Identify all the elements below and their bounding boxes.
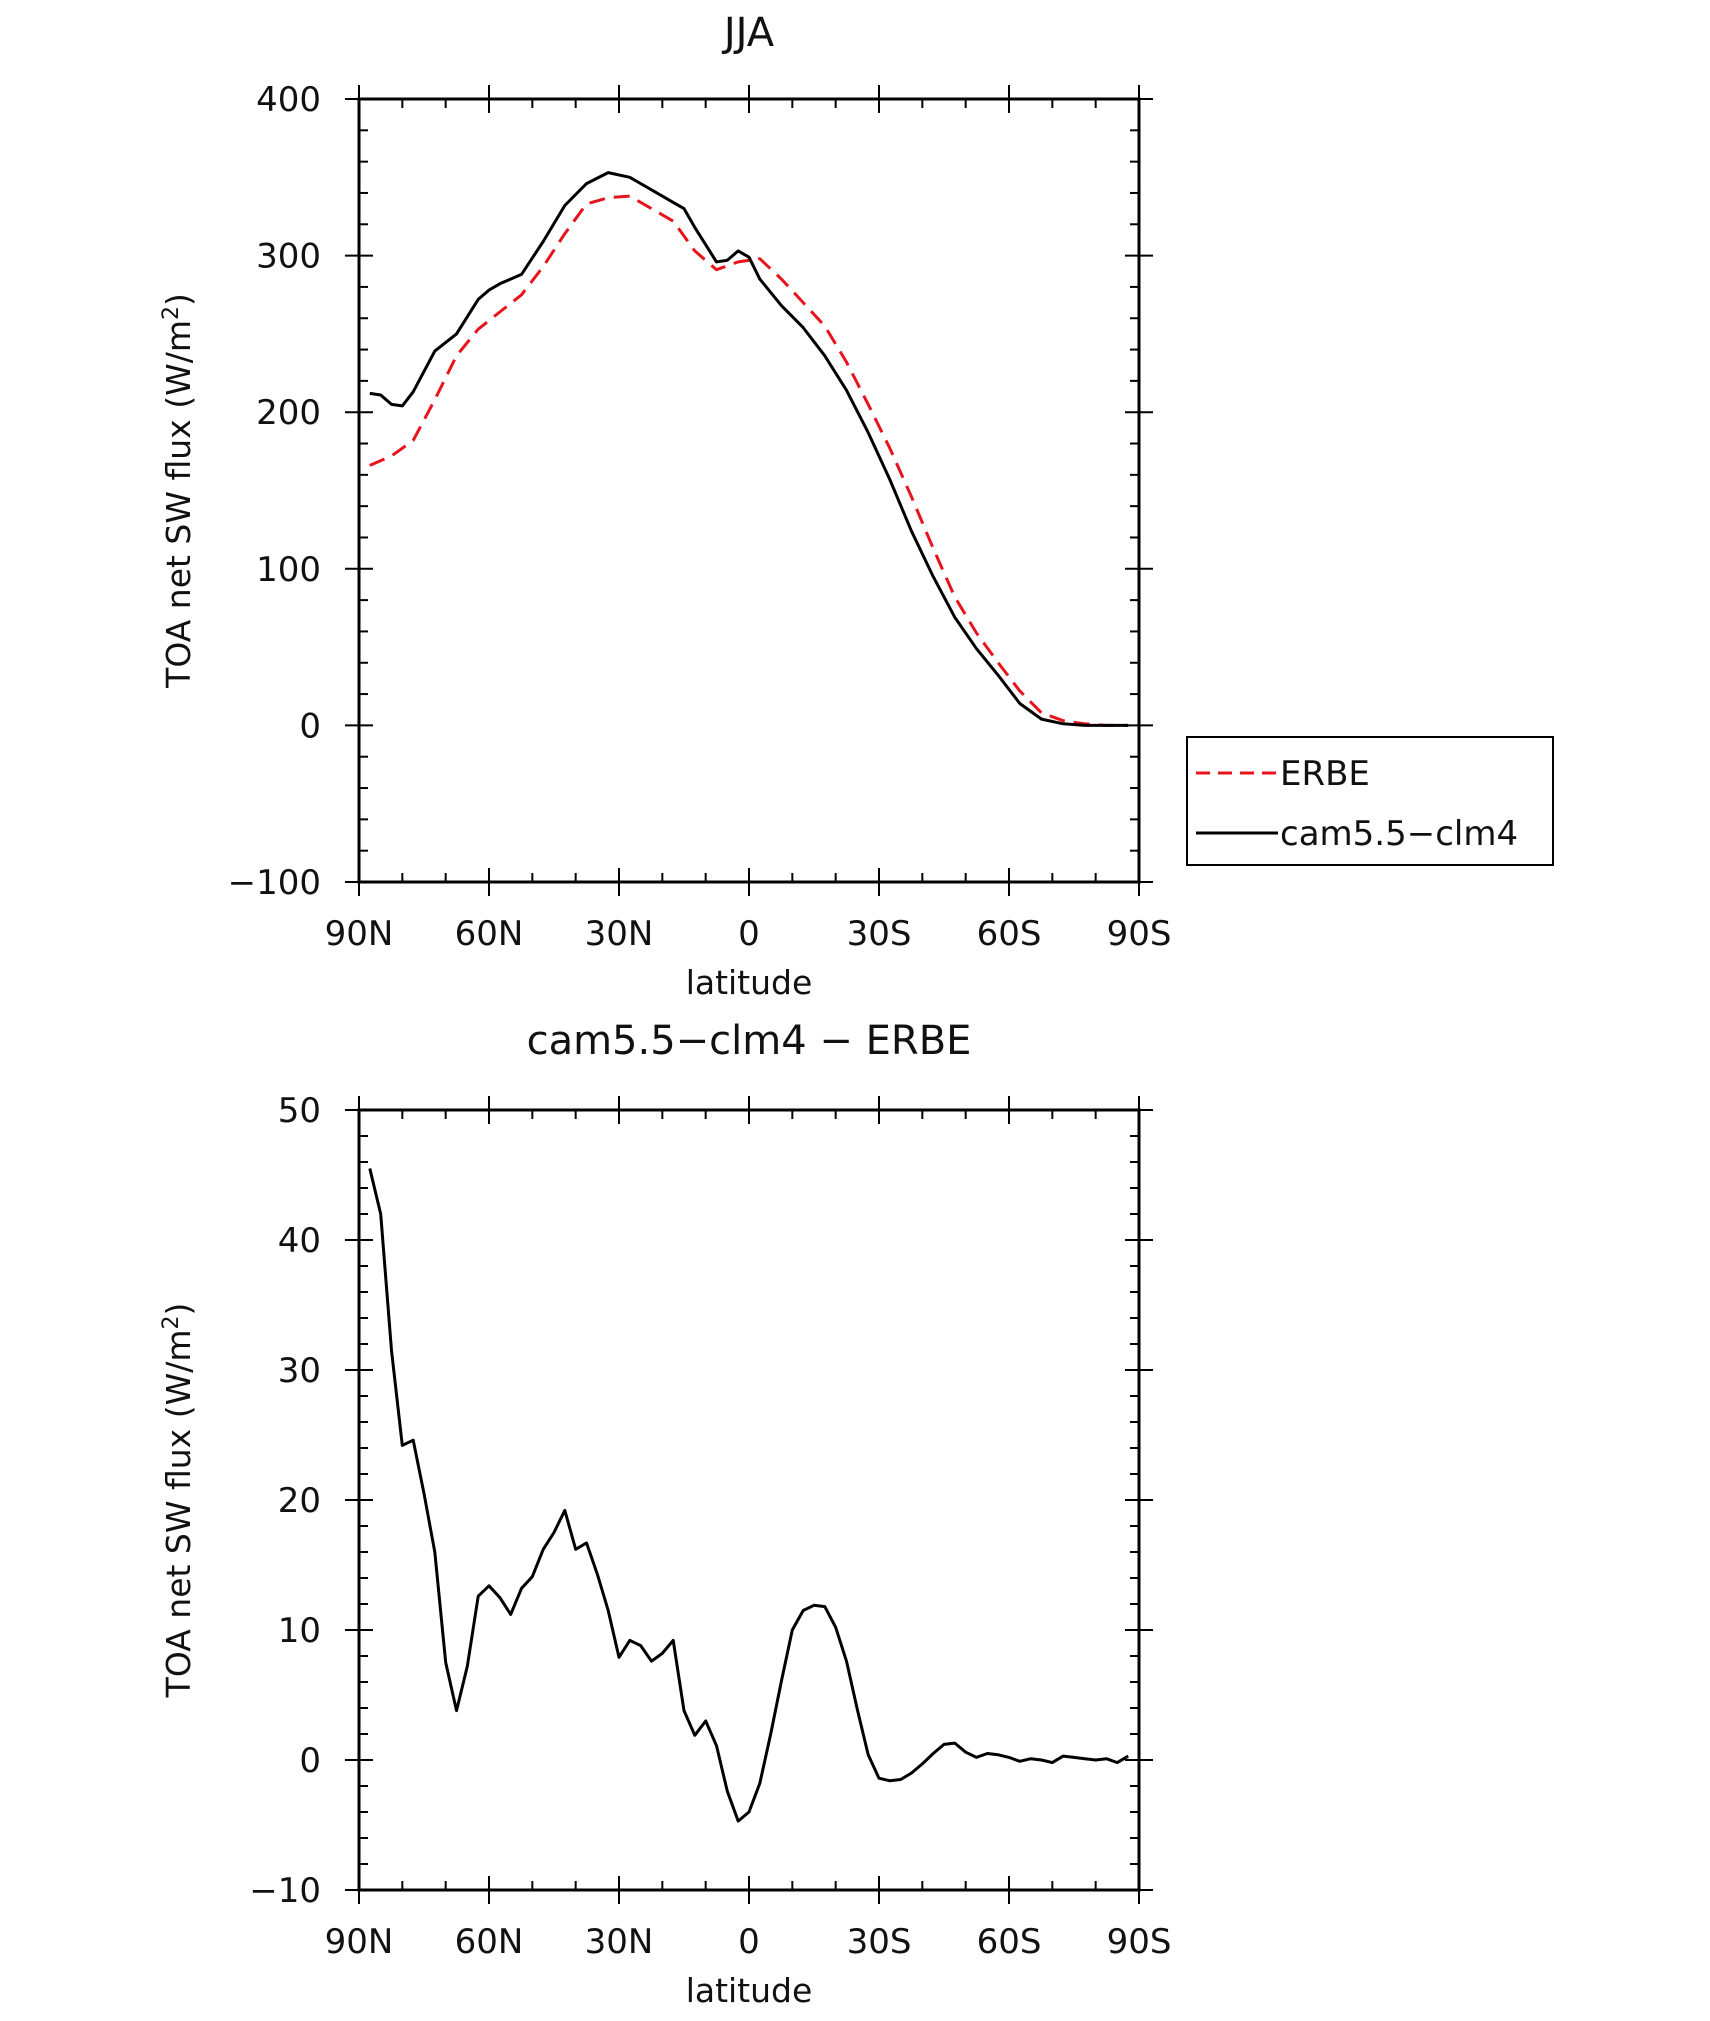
x-tick-label: 90N bbox=[325, 1922, 394, 1962]
y-tick-label: −100 bbox=[228, 863, 321, 903]
y-tick-label: 50 bbox=[278, 1091, 321, 1131]
bottom-y-tick-labels: 50 40 30 20 10 0 −10 bbox=[249, 1091, 321, 1911]
x-tick-label: 30S bbox=[847, 914, 912, 954]
x-tick-label: 30N bbox=[585, 1922, 654, 1962]
y-tick-label: 0 bbox=[299, 1741, 321, 1781]
top-x-axis-title: latitude bbox=[686, 963, 813, 1002]
x-tick-label: 60S bbox=[977, 1922, 1042, 1962]
series-line-cam5-5-clm4 bbox=[369, 171, 1129, 727]
legend-label-erbe: ERBE bbox=[1280, 754, 1370, 794]
top-series bbox=[369, 171, 1129, 727]
x-tick-label: 60N bbox=[455, 914, 524, 954]
y-tick-label: 20 bbox=[278, 1481, 321, 1521]
legend: ERBE cam5.5−clm4 bbox=[1186, 736, 1554, 866]
bottom-x-axis-title: latitude bbox=[686, 1971, 813, 2010]
top-y-axis-title-main: TOA net SW flux (W/m bbox=[159, 320, 198, 689]
top-ticks bbox=[345, 85, 1153, 896]
bottom-y-axis-title-main: TOA net SW flux (W/m bbox=[159, 1330, 198, 1699]
top-x-tick-labels: 90N 60N 30N 0 30S 60S 90S bbox=[325, 914, 1172, 954]
y-tick-label: 200 bbox=[256, 393, 321, 433]
y-tick-label: 40 bbox=[278, 1221, 321, 1261]
x-tick-label: 90N bbox=[325, 914, 394, 954]
x-tick-label: 30N bbox=[585, 914, 654, 954]
y-tick-label: 300 bbox=[256, 237, 321, 277]
bottom-ticks bbox=[345, 1096, 1153, 1904]
y-tick-label: 30 bbox=[278, 1351, 321, 1391]
bottom-plot-frame bbox=[357, 1108, 1141, 1892]
x-tick-label: 90S bbox=[1107, 914, 1172, 954]
series-line-erbe bbox=[369, 194, 1129, 727]
top-y-axis-title-sup: 2 bbox=[159, 306, 184, 320]
bottom-x-tick-labels: 90N 60N 30N 0 30S 60S 90S bbox=[325, 1922, 1172, 1962]
x-tick-label: 60S bbox=[977, 914, 1042, 954]
legend-box bbox=[1186, 736, 1554, 866]
legend-label-cam: cam5.5−clm4 bbox=[1280, 814, 1518, 854]
top-plot-frame bbox=[357, 97, 1141, 884]
y-tick-label: 0 bbox=[299, 706, 321, 746]
y-tick-label: 100 bbox=[256, 550, 321, 590]
x-tick-label: 0 bbox=[738, 1922, 760, 1962]
x-tick-label: 0 bbox=[738, 914, 760, 954]
series-line-difference bbox=[368, 1168, 1129, 1823]
y-tick-label: 10 bbox=[278, 1611, 321, 1651]
bottom-y-axis-title-sup: 2 bbox=[159, 1316, 184, 1330]
top-y-axis-title-end: ) bbox=[159, 293, 198, 306]
top-y-axis-title: TOA net SW flux (W/m2) bbox=[159, 293, 199, 689]
x-tick-label: 30S bbox=[847, 1922, 912, 1962]
y-tick-label: −10 bbox=[249, 1871, 321, 1911]
bottom-series bbox=[368, 1168, 1129, 1823]
top-chart-title: JJA bbox=[721, 10, 775, 56]
top-y-tick-labels: 400 300 200 100 0 −100 bbox=[228, 80, 321, 903]
x-tick-label: 60N bbox=[455, 1922, 524, 1962]
bottom-chart-title: cam5.5−clm4 − ERBE bbox=[527, 1018, 972, 1064]
x-tick-label: 90S bbox=[1107, 1922, 1172, 1962]
bottom-y-axis-title-end: ) bbox=[159, 1303, 198, 1316]
y-tick-label: 400 bbox=[256, 80, 321, 120]
bottom-y-axis-title: TOA net SW flux (W/m2) bbox=[159, 1303, 199, 1699]
